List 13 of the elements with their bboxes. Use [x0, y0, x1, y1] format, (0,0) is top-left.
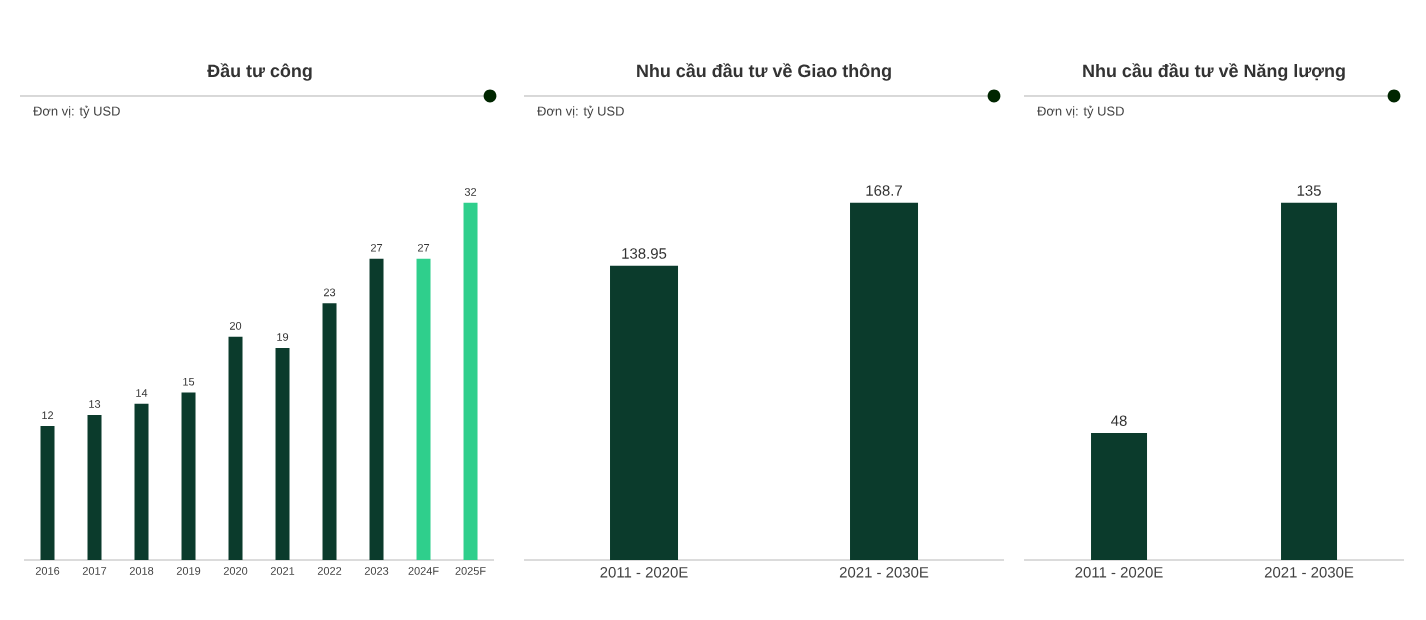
bar — [181, 392, 196, 560]
bar — [463, 202, 478, 560]
chart-title: Đầu tư công — [207, 63, 312, 81]
chart-title: Nhu cầu đầu tư về Giao thông — [637, 63, 891, 81]
bar — [322, 303, 337, 560]
bar — [416, 258, 431, 560]
chart-title: Nhu cầu đầu tư về Năng lượng — [1083, 63, 1345, 81]
bar — [134, 403, 149, 560]
bar — [40, 426, 55, 560]
bar — [87, 414, 102, 560]
bar — [228, 336, 243, 560]
bar — [369, 258, 384, 560]
bar — [275, 347, 290, 560]
